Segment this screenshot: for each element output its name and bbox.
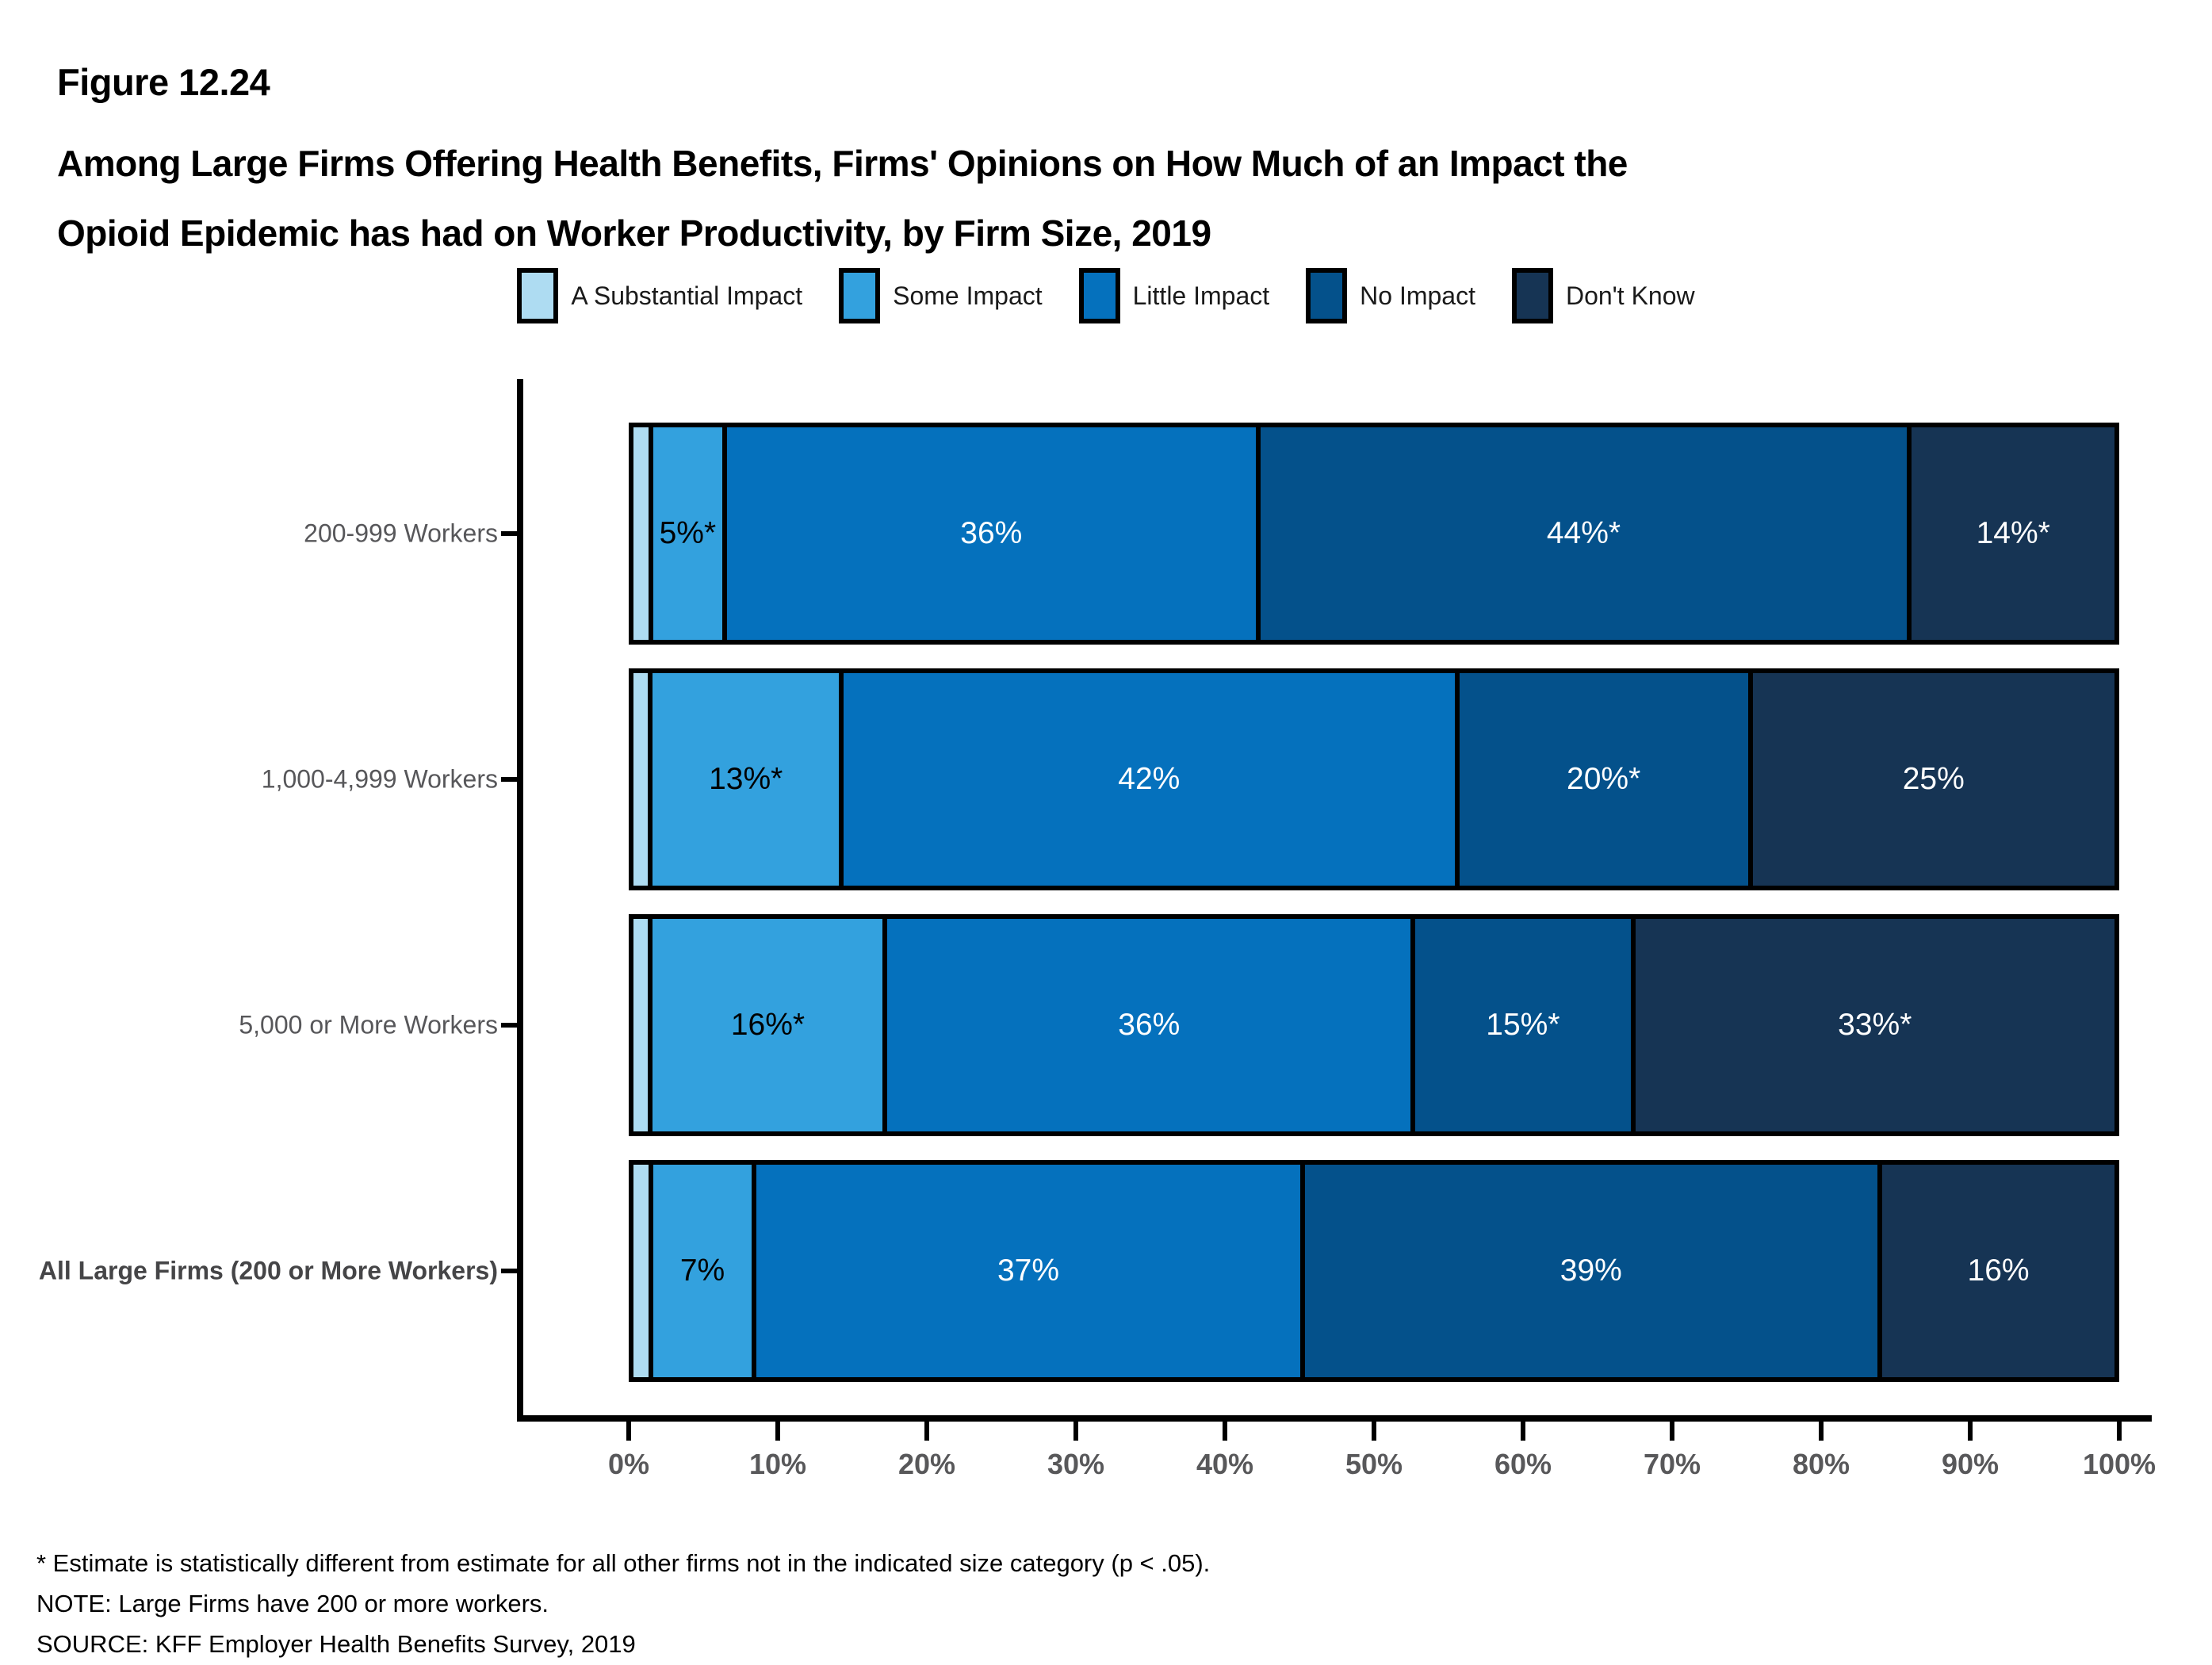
bar-segment-no-impact: 20%*	[1454, 673, 1748, 886]
x-axis-tick-label-40: 40%	[1196, 1448, 1254, 1480]
legend-swatch-a-substantial-impact	[517, 268, 559, 323]
legend-item-don-t-know: Don't Know	[1511, 268, 1695, 323]
legend-item-a-substantial-impact: A Substantial Impact	[517, 268, 802, 323]
bar-segment-no-impact: 15%*	[1410, 919, 1631, 1131]
x-axis-tick	[626, 1422, 631, 1441]
legend-label-no-impact: No Impact	[1360, 281, 1475, 310]
bar-segment-don-t-know: 33%*	[1630, 919, 2114, 1131]
legend-swatch-some-impact	[839, 268, 881, 323]
legend-label-little-impact: Little Impact	[1132, 281, 1270, 310]
bar-segment-little-impact: 37%	[752, 1165, 1300, 1377]
figure-number: Figure 12.24	[57, 61, 270, 103]
x-axis-tick-label-100: 100%	[2082, 1448, 2157, 1480]
bar-segment-a-substantial-impact	[633, 919, 649, 1131]
bar-segment-some-impact: 5%*	[648, 427, 723, 640]
legend-swatch-no-impact	[1306, 268, 1348, 323]
x-axis-tick	[1223, 1422, 1227, 1441]
bar-segment-a-substantial-impact	[633, 673, 649, 886]
figure-title-line1: Among Large Firms Offering Health Benefi…	[57, 143, 1628, 184]
bar-segment-a-substantial-impact	[633, 1165, 649, 1377]
figure-title-line2: Opioid Epidemic has had on Worker Produc…	[57, 212, 1211, 254]
bar-segment-don-t-know: 14%*	[1907, 427, 2114, 640]
bar-segment-little-impact: 42%	[838, 673, 1455, 886]
bar-segment-don-t-know: 25%	[1747, 673, 2114, 886]
stacked-bar-all-large-firms-200-or-more-workers: 7% 37% 39% 16%	[629, 1160, 2119, 1382]
legend-item-some-impact: Some Impact	[839, 268, 1043, 323]
legend-item-little-impact: Little Impact	[1078, 268, 1270, 323]
footnote-asterisk: * Estimate is statistically different fr…	[36, 1549, 1211, 1577]
x-axis-tick	[1521, 1422, 1525, 1441]
bar-segment-some-impact: 16%*	[648, 919, 883, 1131]
bar-segment-little-impact: 36%	[722, 427, 1256, 640]
bar-segment-some-impact: 13%*	[648, 673, 839, 886]
stacked-bar-1-000-4-999-workers: 13%* 42% 20%* 25%	[629, 668, 2119, 890]
x-axis-tick-label-0: 0%	[607, 1448, 650, 1480]
x-axis-tick-label-10: 10%	[748, 1448, 807, 1480]
x-axis-tick-label-60: 60%	[1494, 1448, 1552, 1480]
figure-title: Among Large Firms Offering Health Benefi…	[57, 128, 2158, 268]
x-axis-tick	[2117, 1422, 2122, 1441]
legend-swatch-don-t-know	[1511, 268, 1553, 323]
bar-segment-don-t-know: 16%	[1877, 1165, 2114, 1377]
y-axis-tick	[501, 531, 517, 536]
legend-label-don-t-know: Don't Know	[1565, 281, 1695, 310]
bar-segment-no-impact: 39%	[1299, 1165, 1878, 1377]
footnotes: * Estimate is statistically different fr…	[36, 1543, 1210, 1664]
x-axis-tick	[1073, 1422, 1078, 1441]
legend-label-a-substantial-impact: A Substantial Impact	[571, 281, 803, 310]
footnote-note: NOTE: Large Firms have 200 or more worke…	[36, 1590, 549, 1617]
y-axis-tick	[501, 1023, 517, 1028]
x-axis-tick	[775, 1422, 780, 1441]
y-axis-tick	[501, 1269, 517, 1273]
x-axis-tick	[924, 1422, 929, 1441]
bar-segment-no-impact: 44%*	[1255, 427, 1908, 640]
x-axis-tick-label-90: 90%	[1941, 1448, 2000, 1480]
bar-segment-a-substantial-impact	[633, 427, 649, 640]
legend-item-no-impact: No Impact	[1306, 268, 1475, 323]
y-axis-label-200-999-workers: 200-999 Workers	[304, 519, 498, 548]
x-axis-tick-label-70: 70%	[1643, 1448, 1701, 1480]
legend-swatch-little-impact	[1078, 268, 1120, 323]
stacked-bar-5-000-or-more-workers: 16%* 36% 15%* 33%*	[629, 914, 2119, 1136]
y-axis-tick	[501, 777, 517, 782]
bar-segment-little-impact: 36%	[882, 919, 1411, 1131]
y-axis-label-5-000-or-more-workers: 5,000 or More Workers	[239, 1010, 498, 1039]
stacked-bar-200-999-workers: 5%* 36% 44%* 14%*	[629, 423, 2119, 645]
y-axis-label-1-000-4-999-workers: 1,000-4,999 Workers	[261, 764, 498, 794]
x-axis-tick-label-30: 30%	[1047, 1448, 1105, 1480]
x-axis-tick	[1372, 1422, 1376, 1441]
y-axis-line	[517, 379, 523, 1422]
x-axis-tick-label-50: 50%	[1345, 1448, 1403, 1480]
footnote-source: SOURCE: KFF Employer Health Benefits Sur…	[36, 1630, 636, 1658]
x-axis-tick	[1670, 1422, 1674, 1441]
x-axis-tick	[1968, 1422, 1973, 1441]
x-axis-tick-label-20: 20%	[897, 1448, 956, 1480]
x-axis-tick-label-80: 80%	[1792, 1448, 1850, 1480]
bar-segment-some-impact: 7%	[648, 1165, 752, 1377]
x-axis-line	[517, 1415, 2152, 1422]
x-axis-tick	[1819, 1422, 1824, 1441]
legend-label-some-impact: Some Impact	[893, 281, 1043, 310]
chart-legend: A Substantial Impact Some Impact Little Im…	[0, 268, 2212, 323]
y-axis-label-all-large-firms-200-or-more-workers: All Large Firms (200 or More Workers)	[38, 1256, 498, 1285]
